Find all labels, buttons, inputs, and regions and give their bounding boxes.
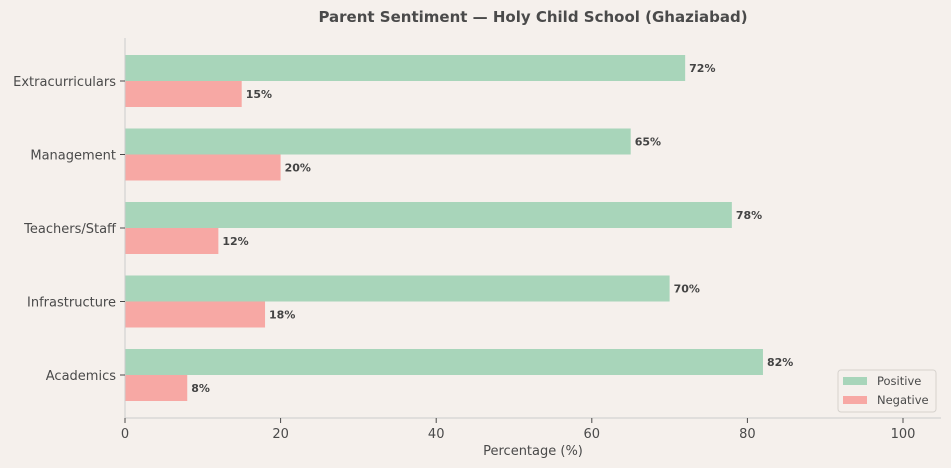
data-label: 78% [736,209,762,222]
bar-negative [125,228,219,254]
data-label: 15% [246,88,272,101]
chart-title: Parent Sentiment — Holy Child School (Gh… [318,8,747,26]
bar-positive [125,128,631,155]
y-tick-label: Teachers/Staff [23,222,117,237]
y-tick-label: Management [30,149,116,164]
bar-positive [125,349,763,375]
x-axis-label: Percentage (%) [483,444,583,459]
legend-swatch-positive [843,377,867,385]
legend-label-positive: Positive [877,374,921,388]
x-tick-label: 100 [891,427,916,442]
legend-label-negative: Negative [877,393,929,407]
bar-positive [125,275,670,302]
x-tick-label: 20 [272,427,289,442]
data-label: 20% [285,162,311,175]
data-label: 72% [689,62,715,75]
bar-negative [125,154,281,181]
x-tick-label: 80 [739,427,756,442]
bar-positive [125,202,732,228]
data-label: 65% [635,136,661,149]
data-label: 70% [674,283,700,296]
y-tick-label: Extracurriculars [13,75,116,90]
x-tick-label: 40 [428,427,445,442]
x-tick-label: 60 [584,427,601,442]
y-tick-label: Academics [46,369,116,384]
bar-negative [125,301,266,328]
data-label: 18% [269,309,295,322]
bar-negative [125,81,242,107]
x-tick-label: 0 [121,427,129,442]
data-label: 82% [767,356,793,369]
legend: Positive Negative [837,369,937,413]
bar-negative [125,375,188,401]
y-tick-label: Infrastructure [27,296,116,311]
bar-positive [125,55,686,81]
legend-swatch-negative [843,396,867,404]
data-label: 12% [222,235,248,248]
data-label: 8% [191,382,210,395]
